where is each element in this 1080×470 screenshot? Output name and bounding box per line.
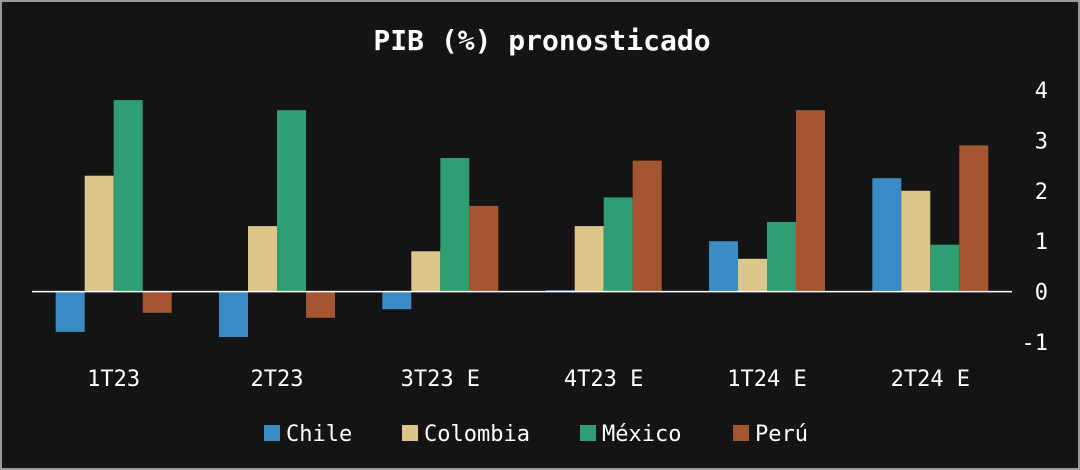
y-tick-label: 2 [1035,180,1048,205]
bar-méxico-2t23 [277,110,306,292]
bar-chile-3t23-e [382,291,412,310]
bar-perú-3t23-e [469,205,499,292]
bar-méxico-1t24-e [767,222,796,292]
x-tick-label: 1T23 [87,367,140,392]
y-axis-ticks: -1 0 1 2 3 4 [1022,79,1049,356]
legend-label-chile: Chile [286,422,352,447]
bar-colombia-2t23 [248,226,277,292]
bar-perú-1t24-e [796,110,825,292]
legend-swatch-méxico [580,425,596,441]
legend-label-méxico: México [602,422,681,447]
legend-label-perú: Perú [755,422,808,447]
y-tick-label: -1 [1022,331,1049,356]
bar-méxico-4t23-e [603,197,633,292]
bar-perú-4t23-e [632,160,662,292]
bar-perú-2t23 [306,291,335,318]
bar-méxico-3t23-e [440,158,470,292]
y-tick-label: 0 [1035,281,1048,306]
bar-chile-1t24-e [709,241,738,292]
bar-chile-2t24-e [872,178,902,292]
bar-colombia-1t23 [84,175,114,292]
bar-colombia-1t24-e [738,258,767,292]
x-tick-label: 3T23 E [401,367,480,392]
bar-colombia-4t23-e [574,226,604,292]
bar-chile-1t23 [55,291,85,332]
legend-swatch-chile [264,425,280,441]
chart-title: PIB (%) pronosticado [373,24,710,57]
y-tick-label: 1 [1035,230,1048,255]
bar-méxico-1t23 [113,100,143,292]
bar-colombia-3t23-e [411,251,441,292]
x-tick-label: 2T23 [251,367,304,392]
y-tick-label: 3 [1035,129,1048,154]
bar-perú-2t24-e [959,145,989,292]
legend: Chile Colombia México Perú [264,422,808,447]
y-tick-label: 4 [1035,79,1048,104]
x-tick-label: 2T24 E [891,367,970,392]
x-tick-label: 4T23 E [564,367,643,392]
bar-colombia-2t24-e [901,190,931,292]
legend-swatch-colombia [402,425,418,441]
bars-group [55,100,989,337]
bar-chile-2t23 [219,291,248,337]
legend-label-colombia: Colombia [424,422,530,447]
x-axis-ticks: 1T23 2T23 3T23 E 4T23 E 1T24 E 2T24 E [87,367,970,392]
bar-perú-1t23 [142,291,172,313]
x-tick-label: 1T24 E [727,367,806,392]
legend-swatch-perú [733,425,749,441]
bar-méxico-2t24-e [930,244,960,292]
